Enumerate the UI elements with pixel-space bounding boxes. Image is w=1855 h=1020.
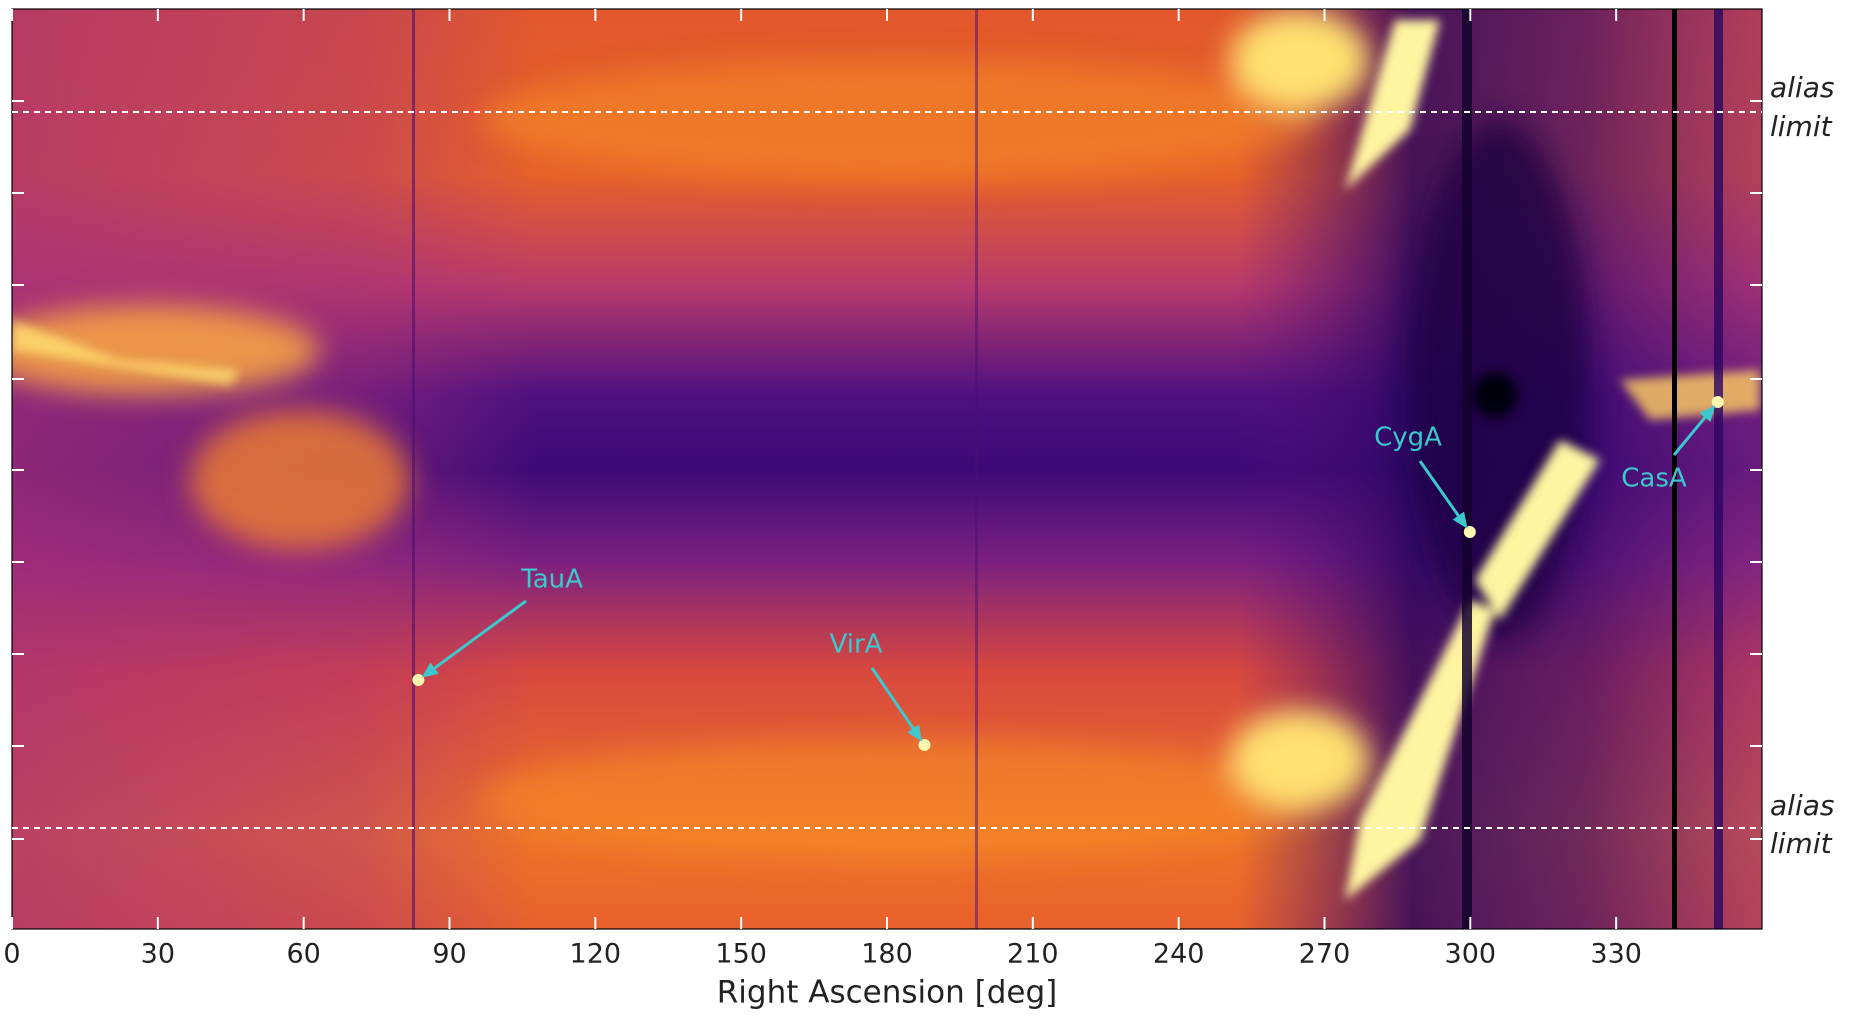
arrow-head <box>1452 511 1468 529</box>
source-marker <box>1463 526 1476 538</box>
annotation-arrow <box>870 667 917 733</box>
annotation-label: CasA <box>1621 464 1687 494</box>
annotation-label: VirA <box>830 630 883 660</box>
annotation-label: TauA <box>520 565 583 595</box>
source-marker <box>918 739 931 751</box>
x-tick-label: 150 <box>715 939 767 970</box>
annotation-arrow <box>1418 460 1462 520</box>
x-tick-label: 90 <box>432 939 466 970</box>
annotation-label: CygA <box>1374 423 1442 453</box>
alias-limit-label: alias <box>1770 71 1834 104</box>
x-tick-label: 30 <box>141 939 175 970</box>
x-tick-label: 0 <box>3 939 20 970</box>
x-tick-label: 270 <box>1299 939 1351 970</box>
alias-limit-label: alias <box>1770 789 1834 822</box>
x-axis-label: Right Ascension [deg] <box>717 975 1057 1011</box>
x-tick-label: 330 <box>1590 939 1642 970</box>
x-tick-label: 60 <box>286 939 320 970</box>
x-tick-label: 120 <box>570 939 622 970</box>
source-marker <box>1711 396 1724 408</box>
arrow-head <box>1699 405 1716 422</box>
y-ticks <box>12 100 1762 840</box>
arrow-head <box>907 724 923 742</box>
arrow-head <box>421 662 439 678</box>
alias-limit-label: limit <box>1770 827 1833 860</box>
x-tick-label: 210 <box>1007 939 1059 970</box>
source-marker <box>412 674 425 686</box>
annotation-arrow <box>1672 413 1709 456</box>
alias-limit-label: limit <box>1770 110 1833 143</box>
x-tick-label: 240 <box>1153 939 1205 970</box>
annotation-arrow <box>430 599 527 672</box>
x-tick-label: 180 <box>861 939 913 970</box>
x-tick-label: 300 <box>1445 939 1497 970</box>
sky-map <box>12 9 1762 929</box>
